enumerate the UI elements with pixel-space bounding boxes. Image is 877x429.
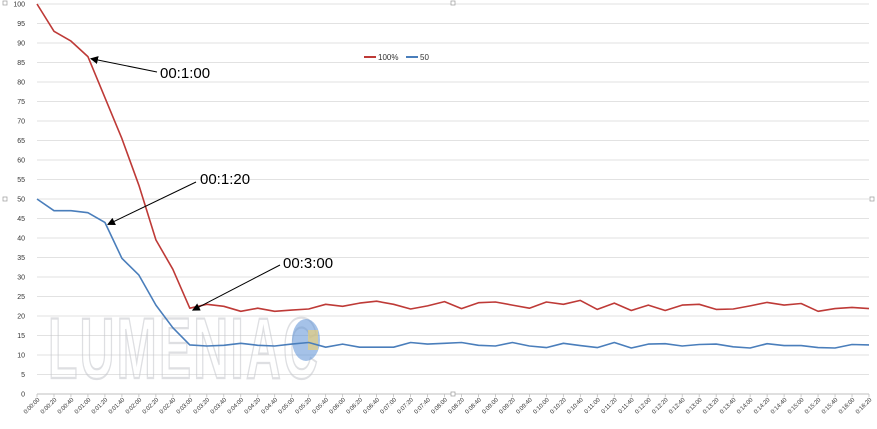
- series-line-0: [36, 3, 870, 313]
- x-tick-label: 0:02:20: [142, 397, 161, 416]
- x-tick-label: 0:13:40: [719, 397, 738, 416]
- x-tick-label: 0:09:20: [498, 397, 517, 416]
- y-tick-label: 45: [17, 216, 25, 223]
- x-tick-label: 0:09:40: [515, 397, 534, 416]
- x-tick-label: 0:04:20: [244, 397, 263, 416]
- x-tick-label: 0:07:40: [414, 397, 433, 416]
- y-tick-label: 80: [17, 80, 25, 87]
- x-tick-label: 0:08:00: [431, 397, 450, 416]
- x-tick-label: 0:16:20: [855, 397, 874, 416]
- x-tick-label: 0:13:20: [702, 397, 721, 416]
- x-axis-ticks: 0:00:000:00:200:00:400:01:000:01:200:01:…: [23, 394, 874, 416]
- x-tick-label: 0:05:20: [295, 397, 314, 416]
- x-tick-label: 0:14:40: [770, 397, 789, 416]
- series-lines: [36, 3, 870, 349]
- y-tick-label: 25: [17, 294, 25, 301]
- annotation-label-2: 00:3:00: [283, 255, 333, 272]
- watermark-text: LUMENIAC: [48, 301, 320, 397]
- selection-handle[interactable]: [869, 196, 875, 202]
- series-line-1: [36, 198, 870, 349]
- y-tick-label: 90: [17, 41, 25, 48]
- x-tick-label: 0:00:20: [40, 397, 59, 416]
- y-tick-label: 95: [17, 21, 25, 28]
- y-tick-label: 75: [17, 99, 25, 106]
- selection-handle[interactable]: [2, 0, 8, 6]
- x-tick-label: 0:08:20: [447, 397, 466, 416]
- x-tick-label: 0:01:40: [108, 397, 127, 416]
- x-tick-label: 0:13:00: [685, 397, 704, 416]
- x-tick-label: 0:08:40: [464, 397, 483, 416]
- y-tick-label: 35: [17, 255, 25, 262]
- x-tick-label: 0:16:00: [838, 397, 857, 416]
- x-tick-label: 0:15:00: [787, 397, 806, 416]
- x-tick-label: 0:11:40: [618, 397, 637, 416]
- x-tick-label: 0:15:20: [804, 397, 823, 416]
- x-tick-label: 0:02:40: [159, 397, 178, 416]
- x-tick-label: 0:14:00: [736, 397, 755, 416]
- annotation-label-1: 00:1:20: [200, 171, 250, 188]
- y-tick-label: 15: [17, 333, 25, 340]
- y-tick-label: 100: [13, 2, 25, 9]
- x-tick-label: 0:11:00: [584, 397, 603, 416]
- x-tick-label: 0:07:20: [397, 397, 416, 416]
- watermark-bulb-glow: [308, 330, 318, 350]
- y-tick-label: 30: [17, 275, 25, 282]
- x-tick-label: 0:07:00: [380, 397, 399, 416]
- x-tick-label: 0:11:20: [601, 397, 620, 416]
- x-tick-label: 0:03:40: [210, 397, 229, 416]
- y-tick-label: 70: [17, 119, 25, 126]
- y-tick-label: 10: [17, 353, 25, 360]
- y-tick-label: 55: [17, 177, 25, 184]
- annotation-arrow-2: [191, 264, 281, 311]
- y-tick-label: 5: [21, 372, 25, 379]
- x-tick-label: 0:00:00: [23, 397, 42, 416]
- watermark-logo: LUMENIAC: [47, 300, 320, 398]
- annotation-arrow-0: [89, 56, 158, 73]
- y-axis-ticks: 0 5 10 15 20 25 30 35 40 45 50 55 60 65 70 75 80 85 90 95 10…: [13, 2, 25, 399]
- annotation-label-0: 00:1:00: [160, 65, 210, 82]
- selection-handle[interactable]: [2, 196, 8, 202]
- selection-handle[interactable]: [450, 0, 456, 6]
- x-tick-label: 0:12:40: [668, 397, 687, 416]
- x-tick-label: 0:04:00: [227, 397, 246, 416]
- y-tick-label: 65: [17, 138, 25, 145]
- y-tick-label: 85: [17, 60, 25, 67]
- x-tick-label: 0:14:20: [753, 397, 772, 416]
- x-tick-label: 0:10:00: [532, 397, 551, 416]
- x-tick-label: 0:15:40: [821, 397, 840, 416]
- y-tick-label: 20: [17, 314, 25, 321]
- x-tick-label: 0:01:00: [74, 397, 93, 416]
- x-tick-label: 0:03:20: [193, 397, 212, 416]
- legend-label-1: 50: [420, 53, 429, 62]
- x-tick-label: 0:00:40: [57, 397, 76, 416]
- annotation-arrow-1: [107, 181, 197, 225]
- x-tick-label: 0:12:00: [634, 397, 653, 416]
- x-tick-label: 0:03:00: [176, 397, 195, 416]
- selection-handles: [2, 0, 875, 397]
- selection-handle[interactable]: [450, 391, 456, 397]
- x-tick-label: 0:02:00: [125, 397, 144, 416]
- x-tick-label: 0:05:40: [312, 397, 331, 416]
- x-tick-label: 0:06:00: [329, 397, 348, 416]
- x-tick-label: 0:01:20: [91, 397, 110, 416]
- x-tick-label: 0:10:40: [566, 397, 585, 416]
- x-tick-label: 0:06:40: [363, 397, 382, 416]
- legend-label-0: 100%: [378, 53, 398, 62]
- x-tick-label: 0:12:20: [651, 397, 670, 416]
- annotations: 00:1:00 00:1:20 00:3:00: [89, 56, 333, 311]
- x-tick-label: 0:05:00: [278, 397, 297, 416]
- y-tick-label: 50: [17, 197, 25, 204]
- y-tick-label: 60: [17, 158, 25, 165]
- legend: 100% 50: [364, 53, 429, 62]
- x-tick-label: 0:10:20: [549, 397, 568, 416]
- x-tick-label: 0:09:00: [481, 397, 500, 416]
- y-tick-label: 40: [17, 236, 25, 243]
- x-tick-label: 0:06:20: [346, 397, 365, 416]
- watermark-bulb-icon: [292, 319, 320, 361]
- y-tick-label: 0: [21, 392, 25, 399]
- x-tick-label: 0:04:40: [261, 397, 280, 416]
